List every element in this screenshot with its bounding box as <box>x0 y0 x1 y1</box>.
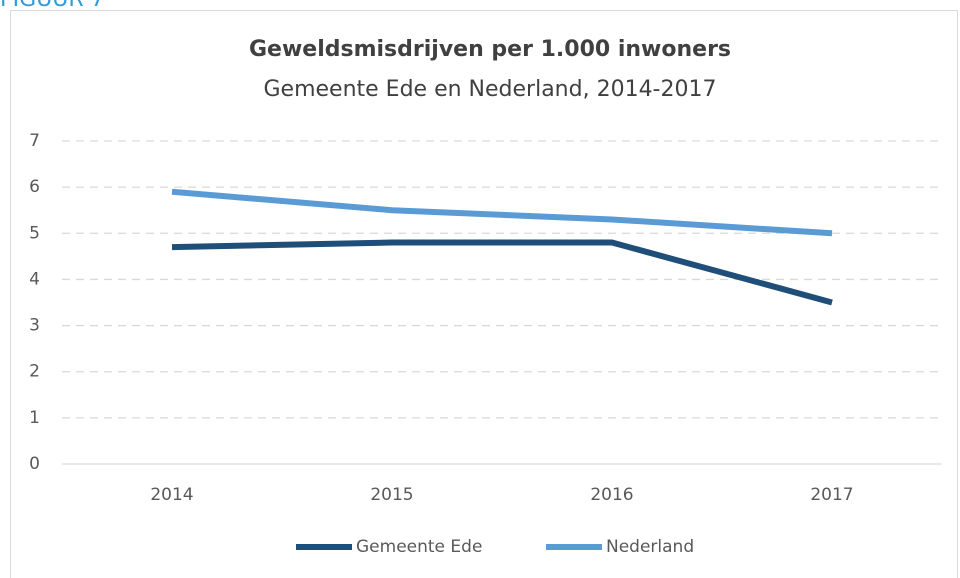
y-tick-label: 3 <box>29 316 40 336</box>
chart-subtitle: Gemeente Ede en Nederland, 2014-2017 <box>264 77 717 102</box>
x-tick-label: 2015 <box>370 485 413 505</box>
legend-label: Gemeente Ede <box>356 537 482 557</box>
data-line <box>171 188 833 237</box>
y-tick-label: 2 <box>29 362 40 382</box>
y-tick-label: 5 <box>29 223 40 243</box>
y-tick-label: 0 <box>29 454 40 474</box>
chart-title: Geweldsmisdrijven per 1.000 inwoners <box>249 37 731 62</box>
y-tick-label: 6 <box>29 177 40 197</box>
legend-label: Nederland <box>606 537 694 557</box>
x-tick-label: 2014 <box>150 485 193 505</box>
x-tick-label: 2017 <box>810 485 853 505</box>
y-tick-label: 7 <box>29 131 40 151</box>
x-tick-label: 2016 <box>590 485 633 505</box>
data-line <box>171 239 833 306</box>
y-tick-label: 1 <box>29 408 40 428</box>
figure-heading: FIGUUR 7 <box>0 0 105 12</box>
y-tick-label: 4 <box>29 269 40 289</box>
